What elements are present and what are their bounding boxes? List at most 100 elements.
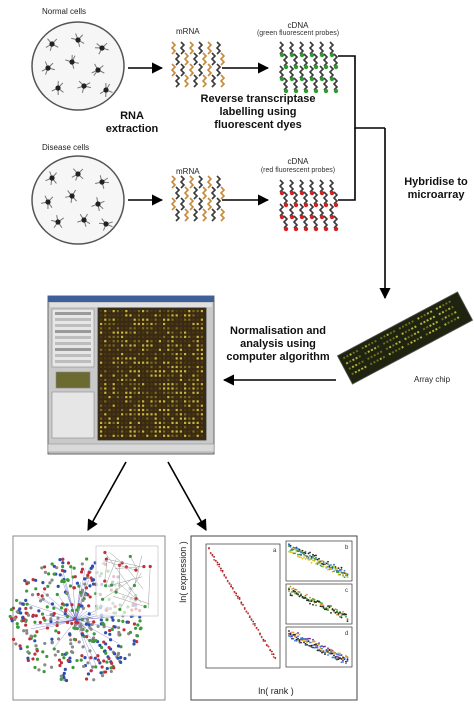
array-spot [171,310,174,313]
plot-point [316,563,319,566]
network-node [88,638,92,643]
array-spot [188,374,191,377]
array-spot [112,374,115,377]
cdna-strand [292,215,299,229]
plot-point [288,550,290,553]
array-spot [112,344,115,347]
plot-point [295,636,298,639]
array-spot [104,430,107,433]
array-spot [133,344,136,347]
inset-node [132,583,137,588]
array-spot [163,340,166,343]
array-spot [116,314,119,317]
plot-point [339,615,341,618]
mrna-strand [183,186,190,200]
mrna-strand [188,175,195,189]
chip-spot [382,355,386,359]
array-spot [121,426,124,429]
array-spot [146,408,149,412]
plot-point [339,611,341,614]
cell [94,42,109,55]
cdna-strand [322,191,329,205]
plot-panels: a bcd [205,540,353,669]
array-spot [142,396,145,399]
network-node [31,578,35,582]
array-spot [133,426,136,429]
array-spot [200,361,203,364]
array-spot [179,408,182,412]
chip-spot [364,344,368,348]
plot-point [322,607,325,610]
plot-point [315,604,317,607]
plot-point [294,633,296,636]
array-spot [125,426,128,429]
array-spot [154,357,157,360]
array-spot [150,378,153,381]
array-spot [112,361,115,364]
array-spot [137,314,140,317]
array-spot [116,404,119,407]
array-spot [200,335,203,338]
mrna-strand [206,41,213,55]
network-node [135,634,140,638]
array-spot [179,344,182,347]
plot-point [325,562,328,565]
fluorescent-probe [293,202,299,208]
array-spot [167,327,170,330]
network-node [98,661,102,665]
plot-point [301,637,304,640]
array-spot [100,357,103,360]
plot-point [322,645,325,648]
fluorescent-probe [309,76,315,82]
network-node [62,603,66,607]
array-spot [184,387,187,390]
chip-spot [367,357,370,360]
plot-point [342,656,344,659]
network-node [93,656,97,660]
mrna-strand [174,74,181,88]
mrna-strand [179,63,186,77]
mrna-strand [188,197,195,211]
inset-edge [106,558,141,567]
plot-point [262,638,265,641]
array-spot [163,374,166,377]
chip-spot [391,344,395,347]
plot-point [319,650,322,652]
array-spot [104,353,107,356]
array-spot [200,327,203,330]
array-spot [100,426,103,429]
network-node [49,619,53,624]
array-spot [142,391,145,394]
array-spot [112,365,115,369]
network-node [116,656,120,660]
network-node [110,615,114,619]
array-spot [179,340,182,343]
chip-spot [357,369,361,372]
network-edge [75,613,95,621]
chip-spot [395,335,399,339]
array-spot [108,314,111,317]
network-node [119,660,123,665]
mrna-top-strands [170,41,226,88]
plot-point [301,549,304,552]
array-spot [163,383,166,386]
plot-point [230,585,233,588]
control-row [55,312,91,315]
control-row [55,324,91,327]
array-spot [175,310,178,313]
network-node [128,630,133,635]
array-spot [146,365,149,369]
array-spot [142,383,145,386]
network-node [69,638,73,642]
chip-spot [423,313,427,317]
array-spot [188,310,191,313]
plot-point [345,660,347,663]
plot-point [300,637,302,640]
array-spot [133,370,136,373]
array-spot [104,340,107,343]
array-spot [125,387,128,390]
array-spot [171,434,174,437]
array-spot [125,340,128,343]
plot-point [333,609,335,612]
network-node [127,653,131,657]
